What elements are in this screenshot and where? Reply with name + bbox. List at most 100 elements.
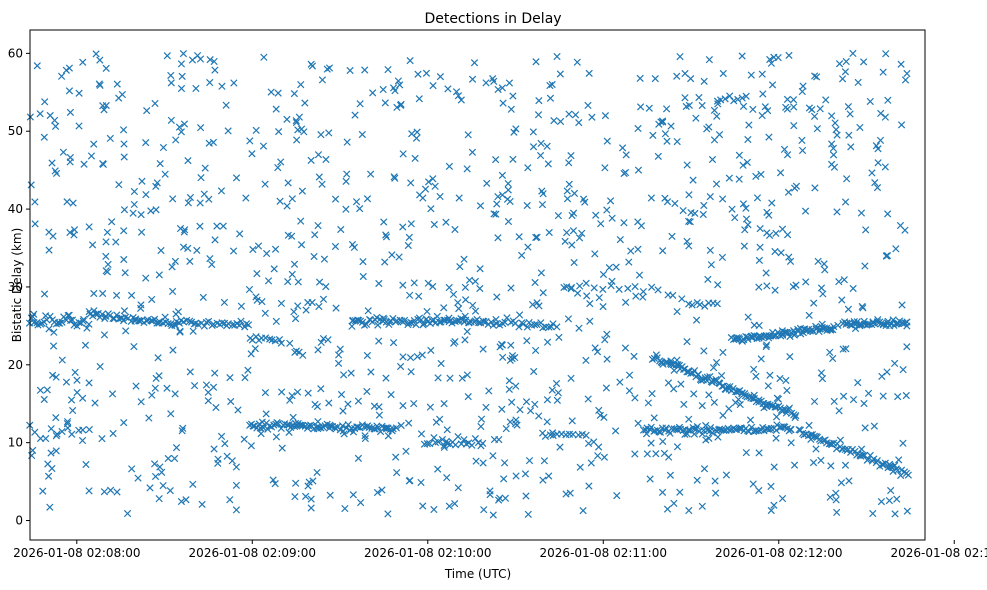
- detection-point: [837, 479, 846, 487]
- detection-point: [102, 101, 110, 110]
- detection-point: [100, 488, 109, 496]
- detection-point: [786, 257, 795, 265]
- detection-point: [390, 173, 398, 181]
- detection-point: [266, 335, 274, 343]
- detection-point: [841, 68, 850, 76]
- detection-point: [854, 78, 862, 87]
- detection-point: [755, 283, 763, 291]
- detection-point: [57, 72, 66, 80]
- detection-point: [337, 390, 346, 399]
- detection-point: [292, 118, 301, 127]
- detection-point: [444, 85, 452, 93]
- detection-point: [431, 182, 439, 190]
- detection-point: [564, 315, 573, 323]
- detection-point: [761, 103, 769, 111]
- detection-point: [716, 425, 724, 433]
- detection-point: [458, 374, 466, 382]
- detection-point: [849, 395, 858, 404]
- detection-point: [903, 318, 911, 326]
- detection-point: [573, 289, 582, 297]
- detection-point: [881, 113, 889, 121]
- detection-point: [529, 128, 537, 136]
- detection-point: [820, 260, 828, 268]
- detection-point: [393, 103, 401, 112]
- detection-point: [45, 325, 53, 333]
- detection-point: [63, 417, 72, 426]
- detection-point: [762, 269, 770, 277]
- detection-point: [311, 231, 319, 239]
- detection-point: [151, 384, 159, 392]
- detection-point: [135, 317, 144, 325]
- detection-point: [532, 346, 540, 355]
- detection-point: [693, 422, 701, 431]
- detection-point: [884, 210, 892, 218]
- detection-point: [531, 400, 539, 408]
- detection-point: [252, 126, 260, 135]
- detection-point: [688, 301, 696, 309]
- detection-point: [331, 242, 340, 251]
- detection-point: [493, 293, 501, 301]
- detection-point: [487, 318, 495, 326]
- detection-point: [422, 69, 431, 77]
- detection-point: [708, 155, 717, 164]
- detection-point: [829, 151, 838, 159]
- detection-point: [687, 208, 695, 217]
- detection-point: [796, 426, 804, 434]
- detection-point: [347, 369, 355, 377]
- detection-point: [51, 122, 60, 130]
- detection-point: [529, 301, 537, 309]
- detection-point: [179, 424, 187, 432]
- detection-point: [706, 193, 714, 201]
- detection-point: [469, 301, 477, 309]
- detection-point: [758, 70, 766, 78]
- detection-point: [872, 142, 881, 150]
- detection-point: [763, 208, 771, 217]
- detection-point: [548, 80, 556, 89]
- detection-point: [845, 477, 853, 485]
- detection-point: [833, 508, 841, 517]
- detection-point: [490, 435, 499, 444]
- detection-point: [277, 158, 285, 166]
- detection-point: [561, 237, 569, 245]
- detection-point: [157, 246, 165, 255]
- detection-point: [786, 353, 794, 361]
- detection-point: [591, 344, 599, 352]
- detection-point: [847, 143, 855, 151]
- detection-point: [618, 144, 627, 152]
- detection-point: [655, 120, 663, 128]
- detection-point: [817, 369, 826, 377]
- detection-point: [620, 219, 628, 227]
- detection-point: [873, 184, 882, 192]
- detection-point: [109, 429, 117, 438]
- detection-point: [343, 138, 351, 146]
- detection-point: [237, 302, 246, 310]
- detection-point: [886, 462, 894, 470]
- detection-point: [667, 122, 675, 130]
- detection-point: [611, 427, 620, 435]
- detection-point: [263, 249, 271, 258]
- detection-point: [507, 341, 515, 349]
- detection-point: [446, 374, 454, 382]
- detection-point: [765, 231, 774, 240]
- detection-point: [471, 307, 480, 315]
- detection-point: [65, 87, 74, 95]
- detection-point: [749, 105, 757, 114]
- detection-point: [120, 153, 128, 161]
- detection-point: [67, 396, 76, 404]
- detection-point: [48, 464, 56, 473]
- detection-point: [44, 472, 53, 480]
- detection-point: [739, 200, 748, 208]
- detection-point: [232, 463, 241, 471]
- detection-point: [752, 172, 760, 181]
- detection-point: [601, 164, 609, 172]
- detection-point: [445, 502, 453, 510]
- detection-point: [506, 418, 514, 426]
- detection-point: [249, 245, 257, 254]
- detection-point: [313, 468, 321, 477]
- detection-point: [96, 362, 104, 371]
- detection-point: [734, 395, 743, 404]
- detection-point: [861, 262, 869, 270]
- detection-point: [113, 311, 121, 319]
- detection-point: [367, 170, 375, 178]
- detection-point: [791, 184, 799, 192]
